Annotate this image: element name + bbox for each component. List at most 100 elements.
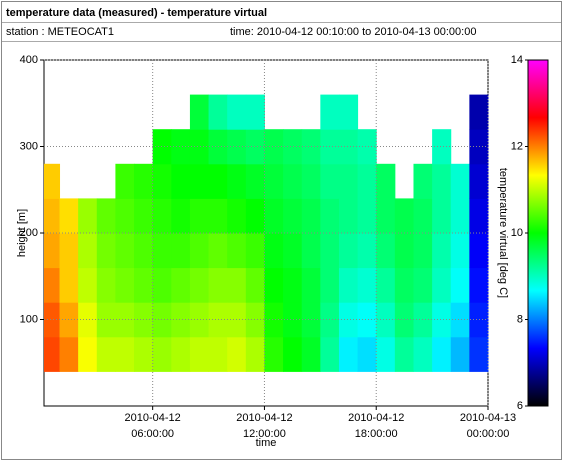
heatmap-cell (152, 336, 172, 372)
heatmap-cell (152, 163, 172, 199)
y-tick-label: 200 (20, 227, 38, 239)
heatmap-cell (59, 198, 79, 234)
x-tick-label: 2010-04-12 06:00:00 (124, 412, 181, 440)
title: temperature data (measured) - temperatur… (6, 7, 267, 19)
heatmap-cell (338, 129, 359, 165)
heatmap-cell (432, 198, 452, 234)
heatmap-cell (208, 94, 228, 130)
heatmap-cell (283, 302, 303, 338)
colorbar (527, 59, 549, 407)
x-axis-label: time (256, 437, 277, 449)
heatmap-cell (96, 233, 116, 269)
heatmap-cell (208, 233, 228, 269)
heatmap-cell (227, 163, 247, 199)
heatmap-cell (189, 94, 210, 130)
station: station : METEOCAT1 (6, 26, 114, 38)
heatmap-cell (320, 267, 340, 303)
heatmap-cell (208, 198, 228, 234)
heatmap-cell (264, 163, 284, 199)
heatmap-cell (152, 233, 172, 269)
heatmap-cell (189, 233, 210, 269)
heatmap-cell (413, 198, 433, 234)
heatmap-cell (432, 336, 452, 372)
heatmap-cell (432, 302, 452, 338)
heatmap-cell (171, 163, 191, 199)
heatmap-cell (450, 163, 470, 199)
heatmap-cell (376, 198, 396, 234)
heatmap-cell (59, 267, 79, 303)
heatmap-cell (357, 163, 377, 199)
heatmap-cell (78, 302, 98, 338)
heatmap-cell (432, 163, 452, 199)
heatmap-cell (152, 267, 172, 303)
heatmap-cell (469, 163, 489, 199)
heatmap-cell (469, 302, 489, 338)
y-tick-label: 400 (20, 54, 38, 66)
heatmap-cell (44, 233, 61, 269)
heatmap-cell (78, 267, 98, 303)
heatmap-cell (376, 302, 396, 338)
heatmap-cell (338, 198, 359, 234)
heatmap-cell (432, 129, 452, 165)
colorbar-label: temperature virtual [deg C] (497, 168, 509, 298)
heatmap-cell (450, 302, 470, 338)
y-tick-label: 100 (20, 313, 38, 325)
heatmap-cell (301, 233, 321, 269)
heatmap-cell (301, 267, 321, 303)
heatmap-cell (264, 302, 284, 338)
heatmap-cell (227, 336, 247, 372)
heatmap-cell (115, 233, 135, 269)
heatmap-cell (413, 267, 433, 303)
heatmap-cell (357, 129, 377, 165)
heatmap-cell (320, 198, 340, 234)
heatmap-cell (208, 267, 228, 303)
heatmap-cell (78, 233, 98, 269)
heatmap-cell (96, 336, 116, 372)
heatmap-cell (208, 336, 228, 372)
heatmap-cell (115, 302, 135, 338)
heatmap-cell (264, 198, 284, 234)
y-axis-label: height [m] (16, 209, 28, 257)
heatmap-cell (413, 233, 433, 269)
heatmap-cell (59, 233, 79, 269)
x-tick-label: 2010-04-12 18:00:00 (348, 412, 405, 440)
heatmap-cell (394, 233, 414, 269)
heatmap-cell (208, 163, 228, 199)
heatmap-cell (469, 233, 489, 269)
heatmap-cell (227, 94, 247, 130)
heatmap-cell (450, 233, 470, 269)
heatmap-cell (59, 336, 79, 372)
heatmap-cell (283, 267, 303, 303)
heatmap-cell (320, 94, 340, 130)
heatmap-cell (469, 336, 489, 372)
heatmap-cell (115, 163, 135, 199)
heatmap-cell (357, 233, 377, 269)
heatmap-cell (376, 163, 396, 199)
heatmap-cell (44, 198, 61, 234)
heatmap-cell (59, 302, 79, 338)
y-tick-label: 300 (20, 140, 38, 152)
heatmap-cell (78, 198, 98, 234)
heatmap-cell (189, 267, 210, 303)
heatmap-cell (152, 129, 172, 165)
heatmap-cell (394, 336, 414, 372)
heatmap-cell (245, 233, 265, 269)
heatmap-cell (171, 129, 191, 165)
heatmap-cell (413, 336, 433, 372)
heatmap-cell (469, 198, 489, 234)
heatmap-cell (245, 302, 265, 338)
heatmap-cell (189, 336, 210, 372)
heatmap-cell (115, 198, 135, 234)
heatmap-cell (134, 198, 154, 234)
heatmap-cell (283, 198, 303, 234)
heatmap-cell (338, 233, 359, 269)
heatmap-cell (357, 302, 377, 338)
heatmap-cell (134, 233, 154, 269)
colorbar-tick-label: 8 (517, 313, 523, 325)
heatmap-cell (338, 302, 359, 338)
heatmap-cell (227, 198, 247, 234)
heatmap-cell (171, 267, 191, 303)
colorbar-tick-label: 14 (511, 54, 523, 66)
colorbar-tick-label: 12 (511, 140, 523, 152)
